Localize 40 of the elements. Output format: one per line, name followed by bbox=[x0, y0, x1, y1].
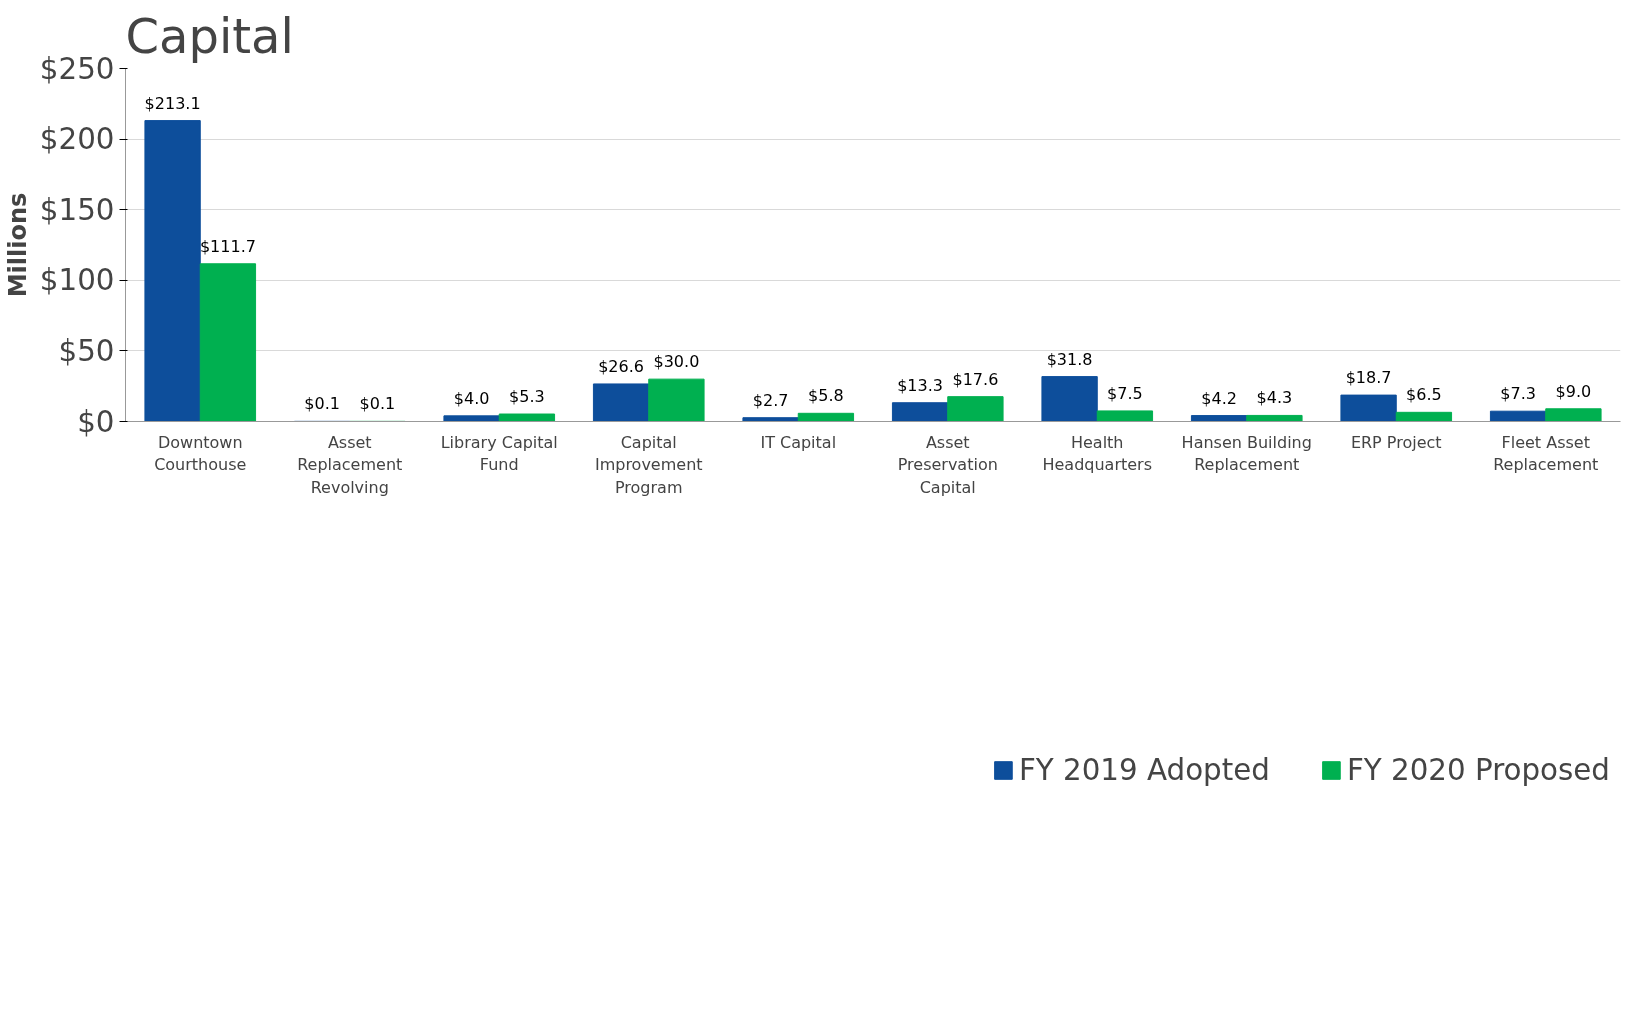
y-tick-label: $150 bbox=[39, 192, 115, 227]
y-tick-label: $200 bbox=[39, 122, 115, 157]
data-label: $4.3 bbox=[1256, 388, 1293, 408]
x-tick-label: Health Headquarters bbox=[1042, 432, 1153, 475]
x-tick-label: Library Capital Fund bbox=[440, 432, 558, 475]
x-tick-label: Asset Replacement Revolving bbox=[297, 432, 403, 498]
data-label: $0.1 bbox=[359, 394, 396, 414]
legend-label: FY 2019 Adopted bbox=[1018, 753, 1270, 787]
y-tick-label: $250 bbox=[39, 51, 115, 86]
data-label: $2.7 bbox=[752, 390, 789, 410]
data-label: $31.8 bbox=[1046, 349, 1093, 369]
data-label: $111.7 bbox=[199, 236, 256, 256]
y-tick-label: $50 bbox=[58, 333, 115, 368]
data-label: $26.6 bbox=[598, 356, 644, 376]
data-label: $9.0 bbox=[1555, 381, 1592, 401]
data-label: $17.6 bbox=[952, 369, 999, 389]
x-tick-label: IT Capital bbox=[760, 432, 837, 452]
data-label: $0.1 bbox=[304, 394, 340, 414]
data-label: $4.0 bbox=[453, 388, 490, 408]
data-label: $30.0 bbox=[653, 352, 700, 372]
x-tick-label: Fleet Asset Replacement bbox=[1493, 432, 1599, 475]
y-axis-title: Millions bbox=[3, 192, 32, 298]
legend-label: FY 2020 Proposed bbox=[1346, 753, 1610, 787]
x-tick-label: Downtown Courthouse bbox=[154, 432, 247, 475]
x-tick-label: ERP Project bbox=[1350, 432, 1442, 452]
data-label: $7.3 bbox=[1500, 384, 1536, 404]
x-tick-label: Hansen Building Replacement bbox=[1181, 432, 1312, 475]
x-tick-label: Capital Improvement Program bbox=[594, 432, 703, 498]
chart-title: Capital bbox=[125, 7, 294, 64]
y-tick-label: $100 bbox=[39, 263, 115, 298]
x-tick-label: Asset Preservation Capital bbox=[897, 432, 998, 498]
data-label: $7.5 bbox=[1107, 383, 1143, 403]
data-label: $6.5 bbox=[1406, 385, 1442, 405]
data-label: $4.2 bbox=[1201, 388, 1237, 408]
data-label: $213.1 bbox=[144, 93, 201, 113]
y-tick-label: $0 bbox=[77, 404, 115, 439]
data-label: $5.8 bbox=[808, 386, 844, 406]
data-label: $5.3 bbox=[509, 387, 545, 407]
data-label: $13.3 bbox=[897, 375, 943, 395]
data-label: $18.7 bbox=[1345, 368, 1392, 388]
